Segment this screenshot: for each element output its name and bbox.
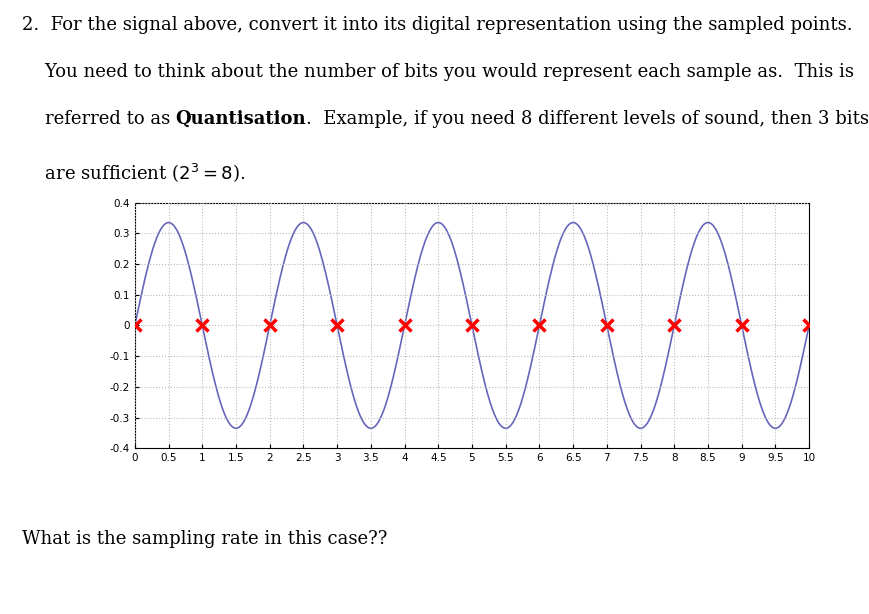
- Text: 2.  For the signal above, convert it into its digital representation using the s: 2. For the signal above, convert it into…: [22, 16, 852, 34]
- Text: are sufficient ($2^3 = 8$).: are sufficient ($2^3 = 8$).: [22, 161, 245, 184]
- Text: You need to think about the number of bits you would represent each sample as.  : You need to think about the number of bi…: [22, 63, 852, 81]
- Text: Quantisation: Quantisation: [176, 110, 306, 128]
- Text: .  Example, if you need 8 different levels of sound, then 3 bits: . Example, if you need 8 different level…: [306, 110, 868, 128]
- Text: What is the sampling rate in this case??: What is the sampling rate in this case??: [22, 530, 387, 548]
- Text: referred to as: referred to as: [22, 110, 176, 128]
